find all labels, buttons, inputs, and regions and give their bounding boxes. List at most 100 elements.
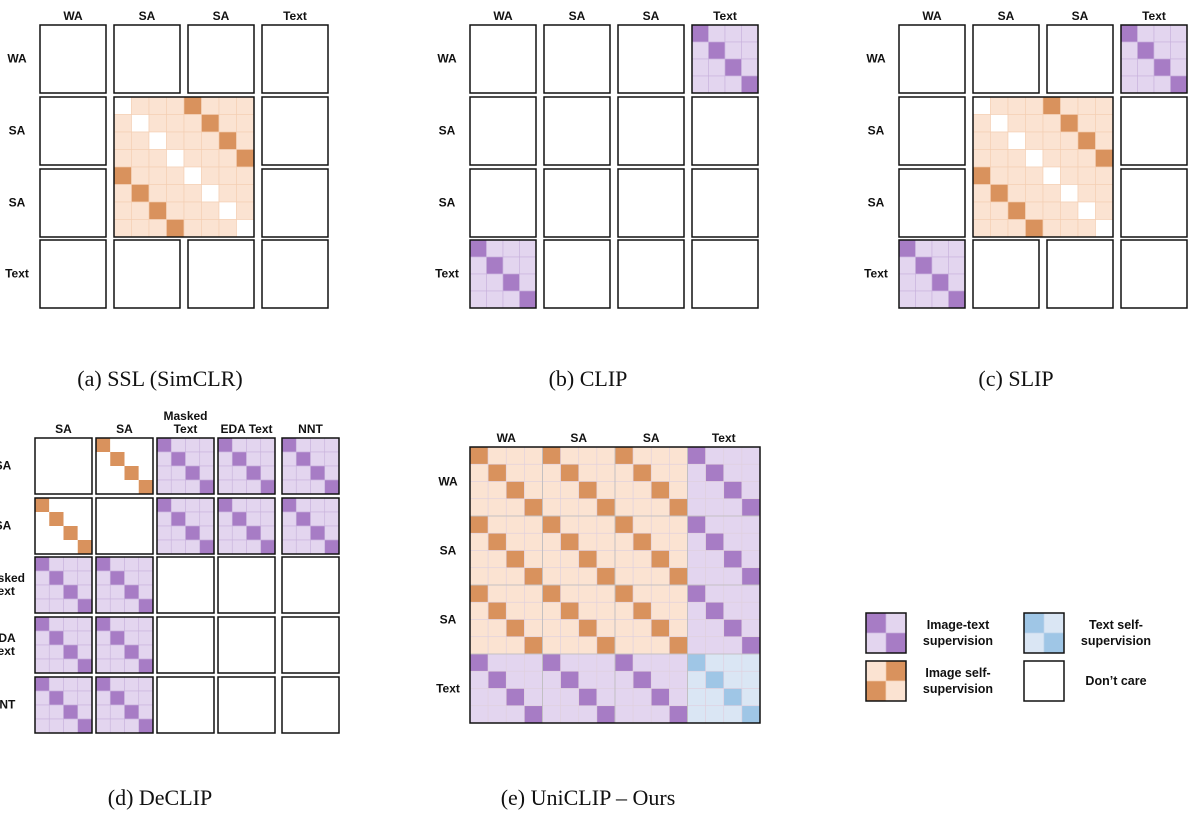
legend-label: Text self-supervision [1080, 618, 1152, 648]
cell [148, 114, 167, 133]
cell [1060, 219, 1079, 238]
cell [505, 653, 525, 672]
block-border [113, 96, 255, 238]
cell [166, 184, 185, 203]
cell [63, 718, 79, 734]
cell [505, 463, 525, 482]
cell [124, 466, 139, 480]
cell [156, 479, 172, 495]
cell [218, 166, 237, 185]
cell [596, 463, 616, 482]
cell [185, 479, 201, 495]
block-border [34, 497, 93, 555]
cell [260, 479, 276, 495]
empty-block [156, 616, 215, 674]
cell [218, 131, 237, 150]
cell [185, 451, 201, 467]
empty-block [617, 168, 685, 238]
column-label: SA [212, 9, 230, 23]
empty-block [261, 239, 329, 309]
cell [596, 670, 616, 689]
cell [1007, 201, 1026, 220]
empty-block [187, 239, 255, 309]
column-label: SA [568, 9, 586, 23]
cell [990, 149, 1009, 168]
cell [705, 446, 725, 465]
cell [505, 498, 525, 517]
empty-block [1046, 239, 1114, 309]
cell [650, 463, 670, 482]
empty-block [39, 239, 107, 309]
cell [505, 636, 525, 655]
empty-block [281, 616, 340, 674]
empty-block [691, 168, 759, 238]
cell [669, 670, 688, 689]
cell [578, 498, 598, 517]
cell [170, 465, 186, 481]
cell [1095, 149, 1114, 168]
cell [35, 526, 50, 540]
cell [469, 619, 489, 638]
cell [972, 96, 991, 115]
cell [669, 481, 688, 500]
block-border [156, 497, 215, 555]
cell [705, 515, 725, 534]
cell [741, 670, 761, 689]
cell [170, 497, 186, 513]
cell [669, 532, 688, 551]
cell [1025, 96, 1044, 115]
cell [990, 166, 1009, 185]
empty-block [617, 239, 685, 309]
row-label: Text [436, 681, 460, 695]
cell [218, 184, 237, 203]
empty-block [543, 96, 611, 166]
cell [741, 532, 761, 551]
legend-label: Image-text supervision [922, 618, 994, 648]
cell [487, 619, 507, 638]
cell [138, 704, 154, 720]
cell [505, 601, 525, 620]
cell [915, 273, 933, 292]
cell [885, 660, 907, 682]
cell [542, 653, 561, 672]
cell [170, 525, 186, 541]
column-label: SA [138, 9, 156, 23]
cell [63, 570, 79, 586]
cell [915, 256, 933, 275]
cell [109, 718, 125, 734]
cell [898, 290, 916, 309]
cell [281, 465, 297, 481]
cell [972, 114, 991, 133]
cell [724, 41, 742, 60]
block-border [972, 96, 1114, 238]
empty-block [113, 24, 181, 94]
cell [166, 149, 185, 168]
cell [201, 149, 220, 168]
cell [542, 515, 561, 534]
cell [632, 584, 652, 603]
cell [124, 690, 140, 706]
empty-block [34, 437, 93, 495]
cell [614, 515, 634, 534]
cell [524, 653, 543, 672]
caption: (b) CLIP [548, 366, 628, 391]
cell [669, 653, 688, 672]
cell [109, 676, 125, 692]
cell [1120, 24, 1138, 43]
cell [236, 114, 255, 133]
cell [723, 601, 743, 620]
cell [34, 570, 50, 586]
cell [124, 480, 139, 494]
cell [1042, 114, 1061, 133]
cell [77, 512, 92, 526]
cell [34, 630, 50, 646]
cell [650, 446, 670, 465]
cell [632, 481, 652, 500]
cell [723, 619, 743, 638]
cell [199, 451, 215, 467]
cell [705, 636, 725, 655]
cell [505, 481, 525, 500]
row-label: NNT [0, 697, 16, 712]
empty-block [217, 676, 276, 734]
empty-block [469, 96, 537, 166]
